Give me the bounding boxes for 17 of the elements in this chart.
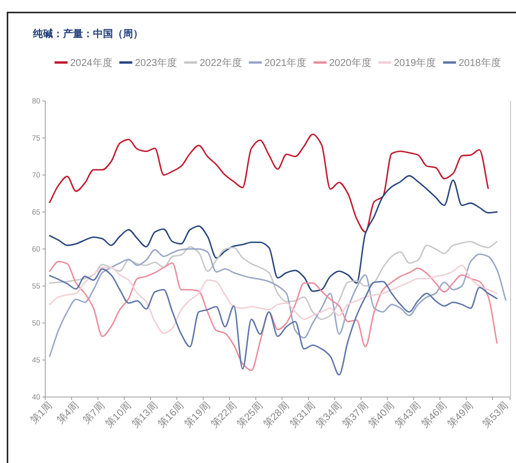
line-series bbox=[48, 264, 498, 334]
legend-label: 2021年度 bbox=[264, 57, 307, 69]
line-series bbox=[48, 240, 498, 320]
x-tick-label: 第53周 bbox=[480, 400, 511, 430]
legend-label: 2023年度 bbox=[134, 57, 178, 69]
legend-label: 2020年度 bbox=[329, 57, 372, 69]
line-series bbox=[48, 175, 498, 292]
x-tick-label: 第49周 bbox=[445, 400, 476, 430]
line-series bbox=[48, 248, 506, 357]
legend-label: 2018年度 bbox=[458, 57, 501, 69]
legend-label: 2019年度 bbox=[394, 57, 436, 69]
line-series bbox=[48, 134, 489, 233]
x-tick-label: 第1周 bbox=[28, 400, 55, 426]
legend-label: 2022年度 bbox=[200, 57, 242, 69]
x-tick-label: 第4周 bbox=[54, 400, 82, 426]
legend-label: 2024年度 bbox=[70, 57, 112, 69]
chart-title: 纯碱：产量：中国（周） bbox=[32, 28, 143, 40]
